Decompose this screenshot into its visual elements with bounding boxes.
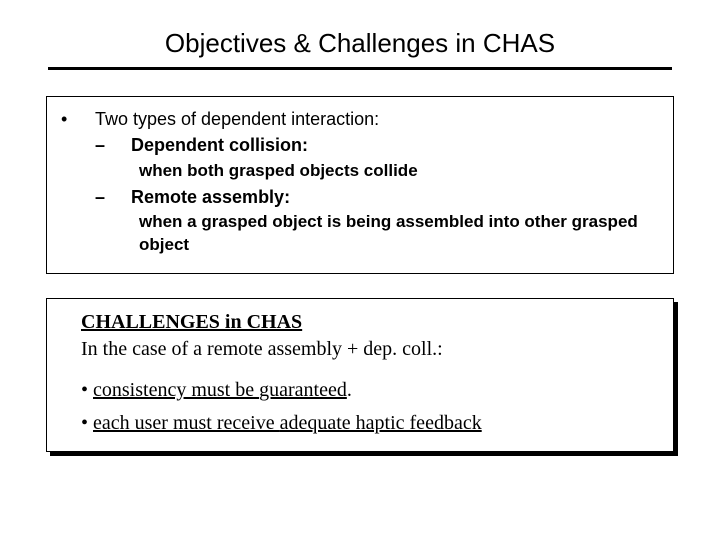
- bullet-icon: •: [81, 412, 88, 434]
- point-post: .: [347, 379, 352, 401]
- objectives-box: • Two types of dependent interaction: – …: [46, 96, 674, 274]
- bullet-icon: •: [81, 379, 88, 401]
- challenge-point: • each user must receive adequate haptic…: [81, 410, 655, 437]
- dash-icon: –: [95, 185, 131, 209]
- title-underline: [48, 67, 672, 70]
- item-desc: when a grasped object is being assembled…: [139, 211, 659, 257]
- challenges-box: CHALLENGES in CHAS In the case of a remo…: [46, 298, 674, 452]
- item-remote-assembly: – Remote assembly:: [95, 185, 659, 209]
- item-label: Dependent collision:: [131, 133, 308, 157]
- item-dependent-collision: – Dependent collision:: [95, 133, 659, 157]
- challenges-header: CHALLENGES in CHAS In the case of a remo…: [81, 309, 655, 363]
- slide-title: Objectives & Challenges in CHAS: [36, 28, 684, 67]
- point-pre: each user must receive: [93, 412, 280, 434]
- intro-row: • Two types of dependent interaction:: [61, 107, 659, 131]
- intro-text: Two types of dependent interaction:: [95, 107, 379, 131]
- point-underline: adequate haptic feedback: [280, 412, 482, 434]
- point-underline: guaranteed: [259, 379, 347, 401]
- challenges-title: CHALLENGES in CHAS: [81, 311, 302, 333]
- challenge-point: • consistency must be guaranteed.: [81, 377, 655, 404]
- dash-icon: –: [95, 133, 131, 157]
- item-label: Remote assembly:: [131, 185, 290, 209]
- challenges-subtitle: In the case of a remote assembly + dep. …: [81, 338, 443, 360]
- point-pre: consistency must be: [93, 379, 259, 401]
- item-desc: when both grasped objects collide: [139, 160, 659, 183]
- bullet-icon: •: [61, 107, 95, 131]
